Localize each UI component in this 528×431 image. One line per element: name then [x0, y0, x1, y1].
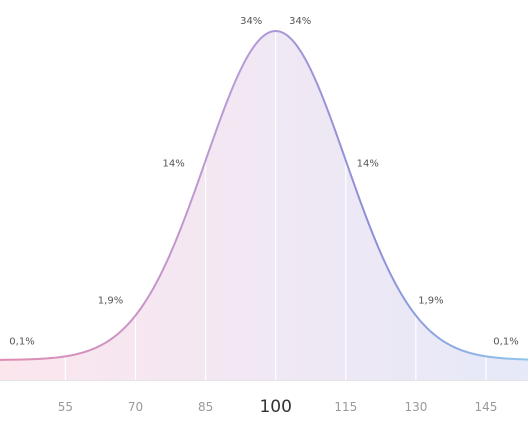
- x-tick-label: 145: [474, 400, 497, 414]
- x-tick-label: 55: [58, 400, 73, 414]
- region-percent-label: 1,9%: [418, 296, 443, 307]
- x-tick-label: 130: [404, 400, 427, 414]
- x-tick-label: 100: [259, 397, 291, 417]
- x-tick-label: 70: [128, 400, 143, 414]
- bell-curve-line: [0, 30, 528, 361]
- x-tick-label: 85: [198, 400, 213, 414]
- region-percent-label: 34%: [289, 16, 311, 27]
- curve-area-fill: [0, 31, 528, 381]
- region-percent-label: 14%: [357, 159, 379, 170]
- x-tick-label: 115: [334, 400, 357, 414]
- region-percent-label: 14%: [162, 159, 184, 170]
- region-percent-label: 1,9%: [98, 296, 123, 307]
- region-percent-label: 34%: [240, 16, 262, 27]
- region-percent-label: 0,1%: [9, 336, 34, 347]
- region-percent-label: 0,1%: [493, 336, 518, 347]
